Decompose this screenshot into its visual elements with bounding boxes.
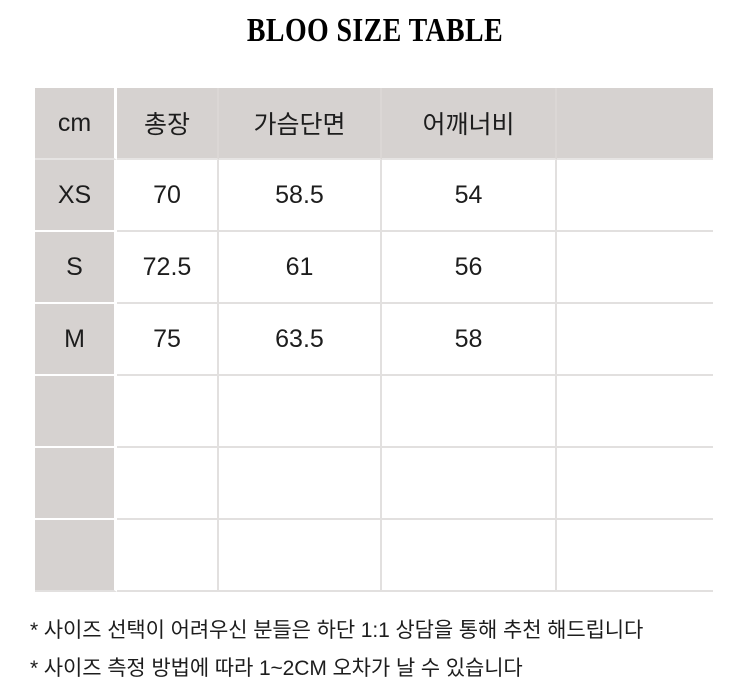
value-cell-chest: [219, 376, 382, 448]
value-cell-shoulder: 56: [382, 232, 557, 304]
value-cell-extra: [557, 232, 713, 304]
size-label-cell: [35, 520, 117, 592]
value-cell-shoulder: 58: [382, 304, 557, 376]
value-cell-length: [117, 376, 219, 448]
value-cell-chest: 63.5: [219, 304, 382, 376]
value-cell-length: [117, 520, 219, 592]
note-line-tolerance: * 사이즈 측정 방법에 따라 1~2CM 오차가 날 수 있습니다: [30, 657, 523, 680]
value-cell-chest: 58.5: [219, 160, 382, 232]
table-row: S 72.5 61 56: [35, 232, 713, 304]
value-cell-extra: [557, 448, 713, 520]
value-cell-shoulder: 54: [382, 160, 557, 232]
size-label-cell: [35, 376, 117, 448]
table-row: M 75 63.5 58: [35, 304, 713, 376]
column-header-chest: 가슴단면: [219, 88, 382, 160]
footer-notes: * 사이즈 선택이 어려우신 분들은 하단 1:1 상담을 통해 추천 해드립니…: [30, 612, 740, 688]
size-label-cell: M: [35, 304, 117, 376]
size-label-cell: XS: [35, 160, 117, 232]
value-cell-shoulder: [382, 376, 557, 448]
value-cell-shoulder: [382, 520, 557, 592]
table-row: XS 70 58.5 54: [35, 160, 713, 232]
note-line-consultation: * 사이즈 선택이 어려우신 분들은 하단 1:1 상담을 통해 추천 해드립니…: [30, 619, 644, 642]
value-cell-length: 75: [117, 304, 219, 376]
column-header-length: 총장: [117, 88, 219, 160]
size-label-cell: S: [35, 232, 117, 304]
value-cell-chest: 61: [219, 232, 382, 304]
column-header-empty: [557, 88, 713, 160]
page-title: BLOO SIZE TABLE: [246, 12, 504, 49]
value-cell-shoulder: [382, 448, 557, 520]
table-header-row: cm 총장 가슴단면 어깨너비: [35, 88, 713, 160]
table-row: [35, 448, 713, 520]
size-table: cm 총장 가슴단면 어깨너비 XS 70 58.5 54 S 72.5 61 …: [35, 88, 713, 592]
table-row: [35, 520, 713, 592]
value-cell-extra: [557, 520, 713, 592]
value-cell-extra: [557, 304, 713, 376]
size-table-container: cm 총장 가슴단면 어깨너비 XS 70 58.5 54 S 72.5 61 …: [35, 88, 713, 592]
value-cell-chest: [219, 520, 382, 592]
value-cell-extra: [557, 160, 713, 232]
column-header-unit: cm: [35, 88, 117, 160]
column-header-shoulder: 어깨너비: [382, 88, 557, 160]
size-label-cell: [35, 448, 117, 520]
value-cell-chest: [219, 448, 382, 520]
value-cell-extra: [557, 376, 713, 448]
value-cell-length: 70: [117, 160, 219, 232]
value-cell-length: [117, 448, 219, 520]
value-cell-length: 72.5: [117, 232, 219, 304]
table-row: [35, 376, 713, 448]
